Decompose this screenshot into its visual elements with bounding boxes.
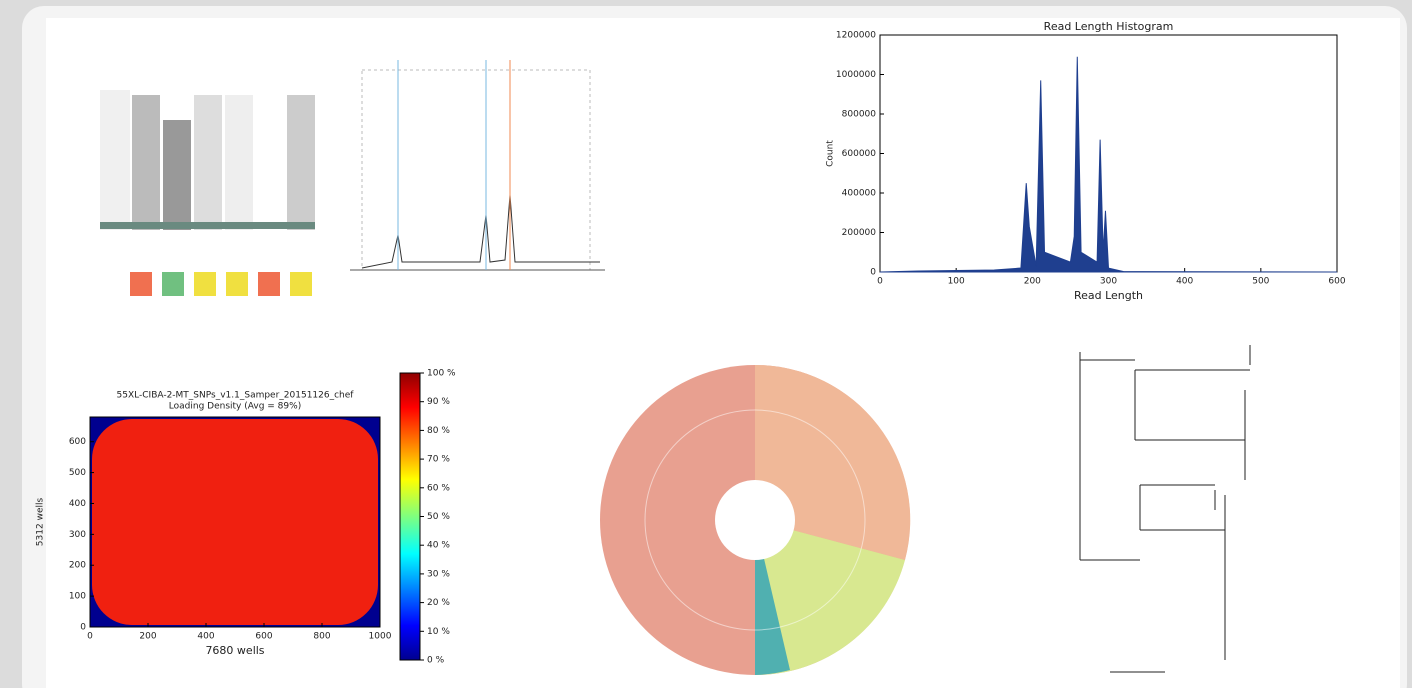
- chart-title: Read Length Histogram: [1044, 20, 1174, 33]
- x-tick-label: 0: [87, 632, 93, 642]
- y-axis-label: 5312 wells: [36, 498, 46, 547]
- colorbar: [400, 373, 420, 660]
- plot-area: [880, 35, 1337, 272]
- x-tick-label: 600: [255, 632, 272, 642]
- y-tick-label: 400: [69, 499, 86, 509]
- x-tick-label: 200: [1024, 277, 1041, 287]
- y-tick-label: 600000: [842, 149, 877, 159]
- chart-title: 55XL-CIBA-2-MT_SNPs_v1.1_Samper_20151126…: [117, 391, 355, 401]
- chart-subtitle: Loading Density (Avg = 89%): [169, 402, 301, 412]
- x-tick-label: 500: [1252, 277, 1269, 287]
- y-tick-label: 400000: [842, 189, 877, 199]
- y-tick-label: 300: [69, 530, 86, 540]
- y-tick-label: 600: [69, 437, 86, 447]
- x-axis-label: Read Length: [1074, 289, 1143, 302]
- colorbar-tick-label: 20 %: [427, 598, 450, 608]
- heatmap-field: [92, 419, 378, 625]
- x-tick-label: 800: [313, 632, 330, 642]
- colorbar-tick-label: 10 %: [427, 627, 450, 637]
- colorbar-tick-label: 50 %: [427, 512, 450, 522]
- collage: 0 100 200 300 400 500 600 0 200000 400000 600000 80…: [0, 0, 1412, 688]
- colorbar-tick-label: 90 %: [427, 397, 450, 407]
- y-tick-label: 1000000: [836, 70, 876, 80]
- colorbar-tick-label: 100 %: [427, 369, 456, 379]
- x-tick-label: 1000: [369, 632, 392, 642]
- y-tick-label: 200000: [842, 228, 877, 238]
- colorbar-tick-label: 70 %: [427, 455, 450, 465]
- colorbar-tick-label: 30 %: [427, 569, 450, 579]
- x-tick-label: 400: [197, 632, 214, 642]
- colorbar-tick-label: 0 %: [427, 656, 445, 666]
- colorbar-tick-label: 40 %: [427, 541, 450, 551]
- y-tick-label: 0: [870, 268, 876, 278]
- page: {"chart_data": [ {"type": "area", "title…: [0, 0, 1412, 688]
- x-tick-label: 0: [877, 277, 883, 287]
- y-tick-label: 100: [69, 592, 86, 602]
- x-tick-label: 400: [1176, 277, 1193, 287]
- y-tick-label: 1200000: [836, 31, 876, 41]
- y-tick-label: 800000: [842, 110, 877, 120]
- colorbar-tick-label: 60 %: [427, 483, 450, 493]
- y-axis-label: Count: [826, 140, 836, 167]
- x-tick-label: 200: [139, 632, 156, 642]
- x-axis-label: 7680 wells: [205, 644, 264, 657]
- krona-chart: [600, 365, 910, 675]
- x-tick-label: 600: [1328, 277, 1345, 287]
- y-tick-label: 500: [69, 468, 86, 478]
- x-tick-label: 300: [1100, 277, 1117, 287]
- x-tick-label: 100: [948, 277, 965, 287]
- y-tick-label: 0: [80, 623, 86, 633]
- colorbar-tick-label: 80 %: [427, 426, 450, 436]
- y-tick-label: 200: [69, 561, 86, 571]
